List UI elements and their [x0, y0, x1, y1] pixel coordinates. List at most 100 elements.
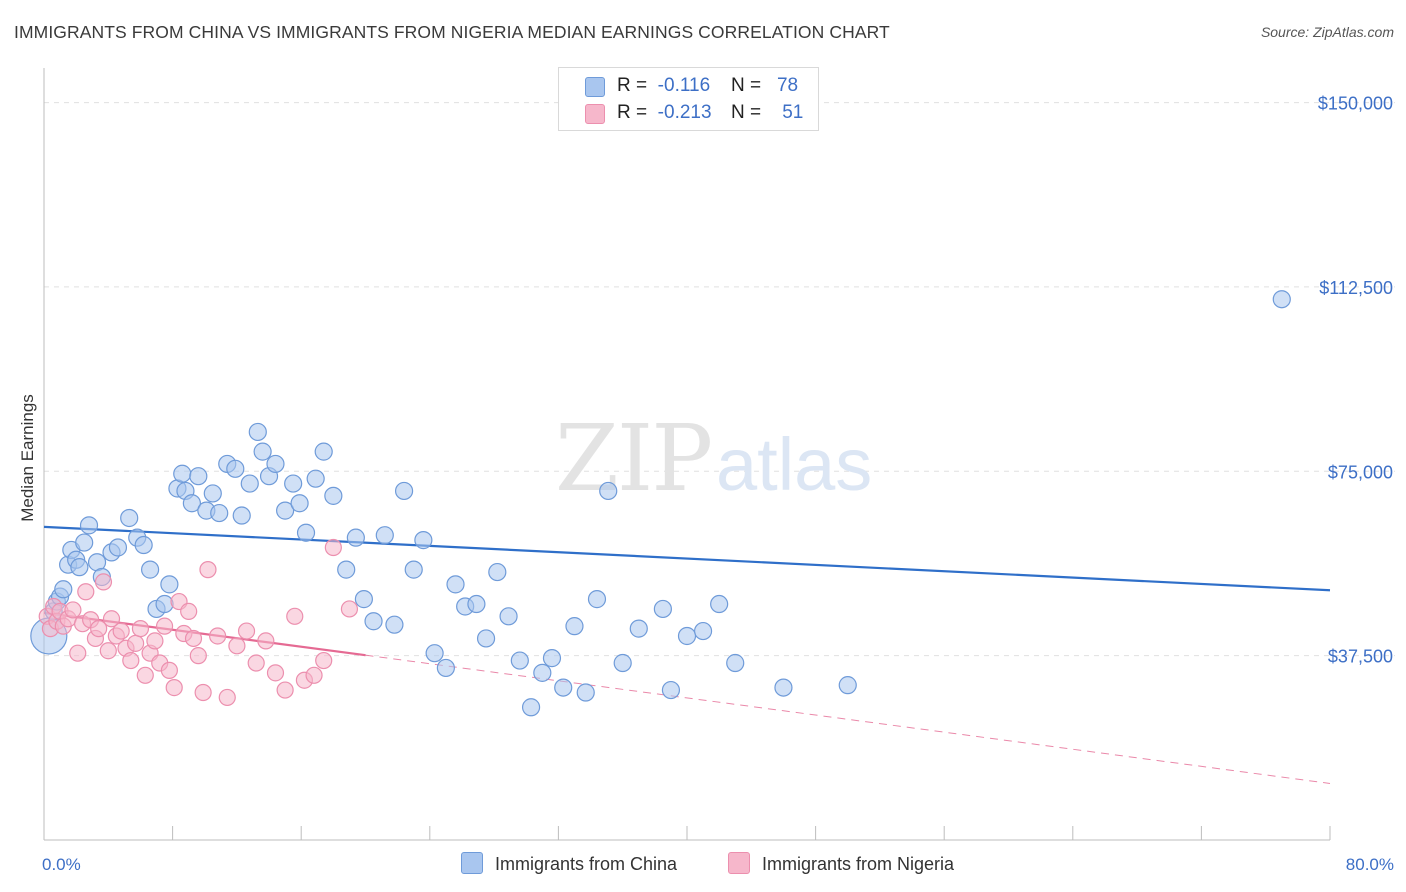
- point-china-33: [240, 474, 259, 493]
- point-nigeria-29: [165, 678, 183, 697]
- point-china-67: [565, 617, 584, 636]
- point-china-80: [838, 676, 857, 695]
- point-nigeria-44: [276, 681, 294, 699]
- point-china-62: [510, 651, 529, 670]
- point-nigeria-22: [131, 620, 150, 638]
- point-nigeria-13: [90, 620, 108, 638]
- legend-swatch-nigeria: [585, 104, 605, 124]
- point-china-34: [248, 422, 267, 442]
- point-china-45: [337, 560, 356, 579]
- point-china-59: [476, 629, 496, 648]
- legend-item-china: Immigrants from China: [461, 852, 677, 875]
- point-nigeria-18: [112, 622, 130, 640]
- point-nigeria-10: [77, 583, 95, 601]
- watermark-atlas: atlas: [716, 423, 872, 506]
- legend-item-nigeria: Immigrants from Nigeria: [728, 852, 954, 875]
- point-china-66: [554, 678, 573, 697]
- point-china-38: [276, 501, 295, 520]
- point-china-73: [653, 599, 672, 619]
- point-nigeria-38: [218, 688, 236, 707]
- point-china-25: [182, 494, 201, 513]
- point-nigeria-39: [228, 637, 246, 655]
- point-nigeria-15: [99, 642, 117, 660]
- point-china-79: [774, 678, 793, 697]
- point-china-50: [385, 615, 404, 634]
- point-china-20: [155, 594, 174, 614]
- point-nigeria-34: [189, 647, 207, 665]
- point-china-78: [726, 653, 745, 673]
- point-china-65: [542, 649, 562, 668]
- point-china-51: [394, 481, 414, 501]
- point-china-72: [629, 619, 648, 638]
- point-nigeria-49: [324, 538, 342, 557]
- point-nigeria-48: [315, 651, 333, 670]
- point-china-58: [467, 594, 486, 614]
- point-china-37: [266, 454, 285, 474]
- point-china-17: [134, 535, 153, 555]
- point-china-40: [290, 494, 309, 513]
- point-china-14: [108, 538, 128, 557]
- y-tick-label-2: $75,000: [1328, 462, 1393, 482]
- trend-line-nigeria-extension: [365, 654, 1331, 784]
- point-china-26: [189, 467, 208, 486]
- x-tick-label-1: 80.0%: [1346, 855, 1394, 874]
- point-china-41: [296, 523, 316, 542]
- point-china-49: [375, 526, 394, 545]
- gridlines: [44, 102, 1395, 657]
- point-nigeria-32: [180, 602, 198, 621]
- point-china-71: [613, 653, 632, 673]
- point-china-53: [414, 531, 433, 550]
- point-china-4: [54, 580, 73, 599]
- point-china-47: [354, 590, 373, 609]
- point-nigeria-28: [160, 661, 178, 679]
- point-china-52: [404, 560, 423, 579]
- point-nigeria-16: [102, 610, 121, 628]
- point-china-75: [677, 626, 697, 646]
- point-nigeria-33: [184, 629, 203, 648]
- point-china-54: [425, 644, 444, 663]
- point-china-10: [79, 516, 99, 535]
- point-nigeria-27: [155, 617, 174, 635]
- point-china-76: [693, 621, 713, 641]
- point-china-56: [446, 575, 465, 594]
- point-china-18: [140, 560, 160, 579]
- point-china-32: [232, 506, 251, 525]
- point-china-21: [160, 575, 179, 594]
- point-nigeria-25: [146, 632, 164, 650]
- y-axis-title: Median Earnings: [18, 394, 37, 522]
- watermark-zip: ZIP: [555, 405, 711, 512]
- point-china-23: [173, 464, 192, 483]
- point-china-35: [253, 442, 272, 461]
- point-nigeria-14: [94, 573, 113, 591]
- point-china-64: [533, 663, 552, 682]
- x-tick-label-0: 0.0%: [42, 855, 81, 874]
- y-tick-label-3: $37,500: [1328, 647, 1393, 667]
- trend-line-china: [43, 525, 1331, 592]
- point-china-8: [70, 558, 89, 577]
- point-nigeria-50: [340, 600, 359, 618]
- stats-legend: R = -0.116 N = 78 R = -0.213 N = 51: [558, 67, 819, 131]
- y-tick-label-1: $112,500: [1319, 278, 1393, 298]
- legend-n-china: N = 78: [731, 75, 799, 96]
- point-china-68: [576, 683, 595, 702]
- point-china-43: [314, 442, 333, 461]
- point-nigeria-8: [69, 644, 87, 662]
- point-china-60: [488, 562, 507, 582]
- chart-title: IMMIGRANTS FROM CHINA VS IMMIGRANTS FROM…: [14, 22, 890, 42]
- y-tick-label-0: $150,000: [1318, 94, 1393, 114]
- point-nigeria-40: [237, 622, 256, 640]
- point-nigeria-41: [247, 654, 265, 672]
- point-china-44: [324, 486, 343, 505]
- point-nigeria-42: [257, 632, 275, 650]
- point-nigeria-7: [64, 601, 82, 619]
- point-china-15: [120, 508, 139, 528]
- legend-swatch-china: [585, 77, 605, 97]
- axes: [43, 68, 1331, 841]
- axis-labels: $150,000 $112,500 $75,000 $37,500 0.0% 80.0%: [42, 94, 1394, 874]
- point-china-31: [226, 459, 245, 478]
- point-china-28: [203, 484, 222, 503]
- point-nigeria-37: [209, 627, 227, 645]
- point-nigeria-45: [286, 607, 304, 625]
- point-china-9: [75, 533, 94, 552]
